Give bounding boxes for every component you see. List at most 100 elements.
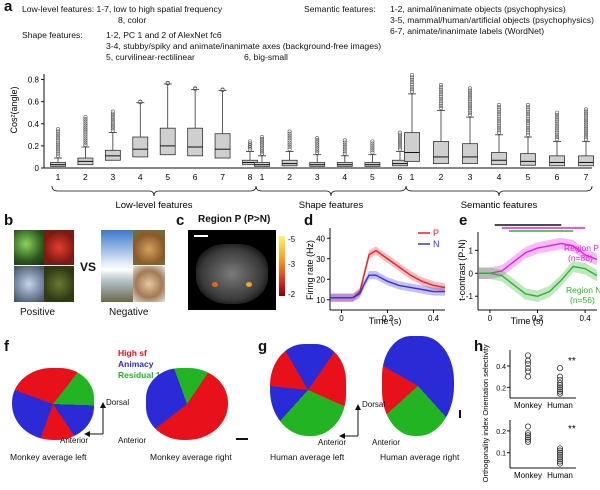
box-outlier bbox=[193, 86, 198, 91]
h-point bbox=[557, 456, 564, 463]
box-outlier bbox=[55, 153, 60, 158]
box-outlier bbox=[438, 99, 443, 104]
box-outlier bbox=[525, 105, 530, 110]
box bbox=[578, 155, 594, 167]
box-outlier bbox=[315, 136, 320, 141]
box-outlier bbox=[409, 80, 414, 85]
box-outlier bbox=[287, 136, 292, 141]
box-outlier bbox=[83, 134, 88, 139]
boxplot-xtick-label: 6 bbox=[555, 172, 560, 182]
positive-image-grid bbox=[14, 230, 74, 302]
brain-shape bbox=[196, 244, 268, 304]
h-point bbox=[557, 447, 564, 454]
box-outlier bbox=[467, 88, 472, 93]
box-outlier bbox=[467, 86, 472, 91]
box-outlier bbox=[110, 128, 115, 133]
d-xtick-label: 0.2 bbox=[382, 314, 394, 323]
box-outlier bbox=[83, 119, 88, 124]
box-outlier bbox=[583, 124, 588, 129]
box-outlier bbox=[554, 135, 559, 140]
panel-label-c: c bbox=[176, 212, 185, 229]
box-outlier bbox=[342, 149, 347, 154]
box-outlier bbox=[315, 148, 320, 153]
box-outlier bbox=[370, 141, 375, 146]
h-point bbox=[557, 388, 564, 395]
box-outlier bbox=[83, 138, 88, 143]
colorbar-bot-label: -2 bbox=[288, 290, 296, 299]
box-outlier bbox=[315, 144, 320, 149]
anterior-left-g: Anterior bbox=[318, 438, 347, 447]
h-ytick-label: 0.2 bbox=[496, 385, 506, 392]
box bbox=[214, 133, 231, 159]
box-outlier bbox=[55, 131, 60, 136]
box-outlier bbox=[438, 92, 443, 97]
boxplot-xtick-label: 5 bbox=[370, 172, 375, 182]
h-point bbox=[557, 380, 564, 387]
d-line-N bbox=[330, 274, 445, 299]
box-outlier bbox=[467, 95, 472, 100]
box-outlier bbox=[438, 94, 443, 99]
box-outlier bbox=[397, 136, 402, 141]
human-right-map bbox=[382, 336, 454, 436]
boxplot-ylabel: Cos²(angle) bbox=[9, 86, 19, 133]
firing-rate-xlabel: Time (s) bbox=[369, 316, 402, 326]
box-outlier bbox=[583, 130, 588, 135]
legend-lowlevel-2: 8, color bbox=[118, 15, 147, 25]
e-band bbox=[478, 237, 597, 280]
box-outlier bbox=[342, 144, 347, 149]
boxplot-xtick-label: 4 bbox=[342, 172, 347, 182]
h-point bbox=[557, 373, 564, 380]
box-outlier bbox=[554, 117, 559, 122]
box-outlier bbox=[342, 138, 347, 143]
box-outlier bbox=[315, 140, 320, 145]
box-outlier bbox=[496, 107, 501, 112]
box-outlier bbox=[342, 140, 347, 145]
anterior-left-f: Anterior bbox=[60, 436, 89, 445]
box-outlier bbox=[525, 125, 530, 130]
shell-image bbox=[14, 266, 44, 302]
group-bracket bbox=[51, 185, 257, 197]
box-outlier bbox=[370, 139, 375, 144]
legend-p-label: P bbox=[433, 228, 439, 238]
snake-image bbox=[14, 230, 44, 265]
box-outlier bbox=[342, 142, 347, 147]
colorbar-mid-label: -3 bbox=[288, 260, 296, 269]
h-point bbox=[525, 373, 532, 380]
box-outlier bbox=[525, 116, 530, 121]
box-outlier bbox=[55, 138, 60, 143]
box bbox=[104, 149, 121, 161]
box-outlier bbox=[525, 123, 530, 128]
box-outlier bbox=[83, 127, 88, 132]
box-outlier bbox=[554, 110, 559, 115]
box-outlier bbox=[83, 136, 88, 141]
map-legend: High sf Animacy Residual 1 bbox=[118, 348, 161, 381]
t-contrast-xlabel: Time (s) bbox=[511, 316, 544, 326]
box-outlier bbox=[248, 139, 253, 144]
box-outlier bbox=[583, 111, 588, 116]
group-label: Low-level features bbox=[115, 200, 192, 211]
box-outlier bbox=[83, 140, 88, 145]
box-outlier bbox=[438, 83, 443, 88]
box-outlier bbox=[315, 138, 320, 143]
box-outlier bbox=[525, 130, 530, 135]
t-contrast-chart: t-contrast (P-N) Time (s) -1 0 1 0 0.2 0.4 Re… bbox=[457, 224, 600, 326]
box-outlier bbox=[259, 151, 264, 156]
d-ytick-label: 30 bbox=[316, 255, 325, 264]
legend-shape-2: 3-4, stubby/spiky and animate/inanimate … bbox=[106, 41, 382, 51]
box-outlier bbox=[342, 151, 347, 156]
legend-shape-title: Shape features: bbox=[22, 30, 83, 40]
box-outlier bbox=[259, 139, 264, 144]
panel-label-e: e bbox=[459, 212, 468, 229]
positive-caption: Positive bbox=[20, 307, 56, 318]
box-outlier bbox=[467, 104, 472, 109]
box-outlier bbox=[342, 147, 347, 152]
box-outlier bbox=[554, 126, 559, 131]
h-point bbox=[557, 449, 564, 456]
boxplot-ytick-label: 0.2 bbox=[28, 142, 40, 151]
h-ytick-label: 0.1 bbox=[496, 451, 506, 458]
activation-spot-right bbox=[246, 282, 252, 287]
box-outlier bbox=[438, 85, 443, 90]
region-p-title: Region P (P>N) bbox=[198, 214, 271, 225]
legend-shape-4: 6, big-small bbox=[244, 52, 288, 62]
panel-label-h: h bbox=[474, 338, 484, 355]
